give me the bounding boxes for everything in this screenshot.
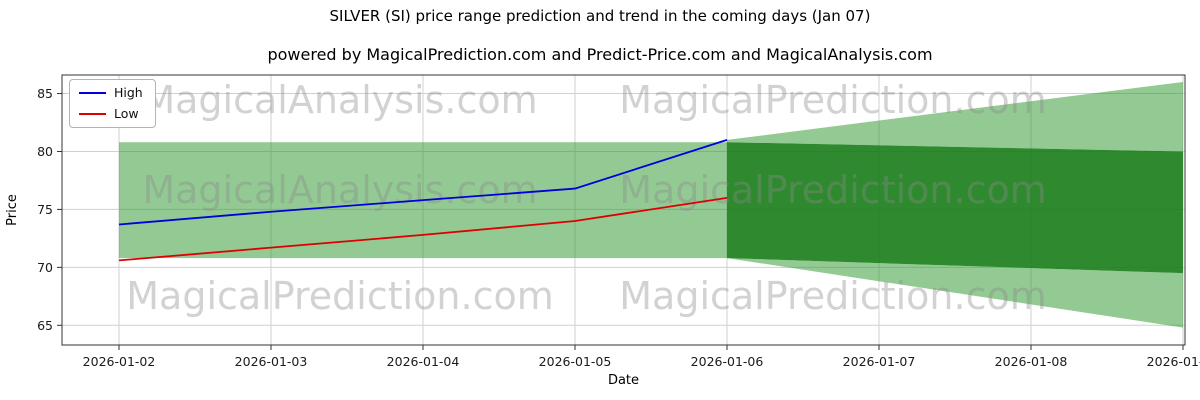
x-tick-label: 2026-01-04: [387, 354, 460, 369]
legend-item-low: Low: [79, 105, 143, 121]
legend-label-low: Low: [114, 105, 139, 121]
x-tick-label: 2026-01-03: [235, 354, 308, 369]
legend-label-high: High: [114, 85, 143, 100]
x-tick-label: 2026-01-06: [691, 354, 764, 369]
x-tick-label: 2026-01-08: [995, 354, 1068, 369]
watermark-text: MagicalAnalysis.com: [142, 78, 537, 122]
y-tick-label: 75: [37, 202, 53, 217]
legend: High Low: [69, 79, 156, 128]
low-line-swatch: [79, 112, 106, 115]
high-line: [118, 139, 728, 226]
forecast-inner-band: [727, 142, 1183, 274]
legend-item-high: High: [79, 85, 143, 100]
chart-subtitle: powered by MagicalPrediction.com and Pre…: [267, 45, 933, 64]
high-line-swatch: [79, 92, 106, 95]
x-tick-label: 2026-01-09: [1147, 354, 1200, 369]
y-tick-label: 85: [37, 86, 53, 101]
y-tick-label: 70: [37, 260, 53, 275]
watermark-text: MagicalPrediction.com: [126, 274, 554, 318]
y-tick-label: 80: [37, 144, 53, 159]
watermark-text: MagicalAnalysis.com: [142, 168, 537, 212]
forecast-upper-outer-band: [727, 81, 1183, 152]
watermark-text: MagicalPrediction.com: [619, 78, 1047, 122]
forecast-lower-outer-band: [727, 258, 1183, 328]
x-axis-label: Date: [608, 373, 639, 388]
x-tick-label: 2026-01-02: [83, 354, 156, 369]
x-tick-label: 2026-01-07: [843, 354, 916, 369]
watermark-text: MagicalPrediction.com: [619, 274, 1047, 318]
chart-title: SILVER (SI) price range prediction and t…: [329, 7, 871, 25]
plot-border: [61, 74, 1186, 346]
x-tick-label: 2026-01-05: [539, 354, 612, 369]
watermark-text: MagicalPrediction.com: [619, 168, 1047, 212]
y-tick-label: 65: [37, 318, 53, 333]
y-axis-label: Price: [5, 194, 20, 226]
low-line: [118, 196, 728, 262]
